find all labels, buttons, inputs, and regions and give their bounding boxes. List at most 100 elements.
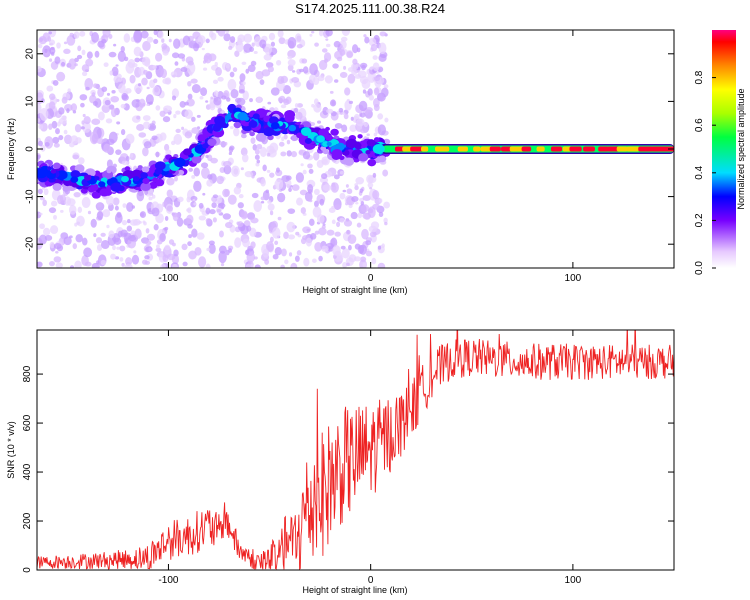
spectrogram-background-blob	[49, 93, 56, 100]
spectrogram-ridge-blob	[330, 128, 339, 136]
spectrogram-background-blob	[231, 165, 240, 177]
spectrogram-background-blob	[332, 63, 339, 69]
spectrogram-background-blob	[121, 262, 125, 267]
spectrogram-background-blob	[104, 99, 111, 106]
spectrogram-background-blob	[111, 66, 119, 77]
spectrogram-background-blob	[356, 222, 362, 228]
spectrogram-background-blob	[188, 250, 197, 260]
spectrogram-background-blob	[296, 103, 304, 108]
spectrogram-background-blob	[161, 43, 168, 50]
spectrogram-background-blob	[216, 209, 222, 213]
spectrogram-background-blob	[42, 199, 48, 207]
spectrogram-background-blob	[312, 77, 320, 86]
spectrogram-background-blob	[166, 177, 175, 186]
spectrogram-background-blob	[341, 248, 350, 259]
spectrogram-background-blob	[91, 92, 96, 97]
spectrogram-background-blob	[333, 40, 341, 48]
spectrogram-background-blob	[308, 199, 313, 203]
spectrogram-background-blob	[168, 38, 172, 43]
spectrogram-background-blob	[346, 51, 353, 58]
spectrogram-background-blob	[177, 53, 186, 59]
spectrogram-background-blob	[235, 40, 244, 53]
spectrogram-background-blob	[346, 98, 350, 102]
spectrogram-background-blob	[249, 46, 254, 52]
spectrogram-background-blob	[44, 141, 50, 147]
spectrogram-background-blob	[277, 30, 284, 38]
spectrogram-ridge-blob	[326, 141, 332, 147]
spectrogram-background-blob	[256, 159, 261, 164]
spectrogram-background-blob	[382, 169, 389, 177]
spectrogram-background-blob	[74, 222, 78, 227]
spectrogram-background-blob	[157, 30, 164, 39]
spectrogram-background-blob	[121, 92, 128, 100]
spectrogram-background-blob	[127, 234, 137, 242]
spectrogram-ridge-blob	[237, 112, 248, 121]
spectrogram-background-blob	[181, 243, 188, 251]
spectrogram-background-blob	[142, 40, 151, 52]
spectrogram-background-blob	[55, 262, 63, 268]
spectrogram-ridge-blob	[177, 169, 185, 176]
spectrogram-ridge-blob	[155, 178, 165, 187]
spectrogram-background-blob	[105, 118, 113, 124]
spectrogram-background-blob	[329, 90, 334, 94]
spectrogram-background-blob	[184, 101, 189, 106]
spectrogram-background-blob	[366, 133, 370, 137]
spectrogram-background-blob	[203, 67, 208, 71]
spectrogram-background-blob	[63, 48, 71, 55]
spectrogram-background-blob	[148, 196, 153, 201]
spectrogram-background-blob	[142, 220, 146, 224]
spectrogram-ridge-blob	[98, 181, 106, 188]
spectrogram-background-blob	[291, 265, 296, 268]
spectrogram-background-blob	[244, 171, 254, 178]
spectrogram-band-core	[638, 146, 654, 152]
spectrogram-ridge-blob	[233, 121, 242, 129]
spectrogram-background-blob	[196, 232, 205, 240]
spectrogram-background-blob	[254, 154, 260, 160]
spectrogram-background-blob	[58, 107, 65, 115]
spectrogram-background-blob	[238, 89, 245, 94]
spectrogram-background-blob	[80, 126, 85, 130]
spectrogram-ridge-blob	[124, 166, 131, 171]
spectrogram-background-blob	[48, 207, 57, 214]
spectrogram-ridge-blob	[70, 176, 79, 183]
spectrogram-background-blob	[212, 217, 217, 223]
spectrogram-background-blob	[299, 189, 308, 196]
spectrogram-background-blob	[384, 221, 388, 226]
spectrogram-background-blob	[378, 42, 387, 55]
spectrogram-background-blob	[95, 237, 103, 244]
spectrogram-background-blob	[174, 176, 178, 182]
spectrogram-background-blob	[83, 116, 91, 125]
spectrogram-ridge-blob	[84, 174, 92, 181]
spectrogram-background-blob	[321, 48, 328, 53]
spectrogram-background-blob	[325, 43, 331, 48]
spectrogram-background-blob	[177, 196, 184, 203]
colorbar-gradient	[712, 30, 736, 268]
spectrogram-background-blob	[89, 131, 99, 145]
spectrogram-background-blob	[216, 175, 224, 185]
spectrogram-background-blob	[355, 202, 359, 205]
spectrogram-background-blob	[277, 192, 286, 203]
spectrogram-background-blob	[113, 75, 120, 83]
spectrogram-background-blob	[53, 256, 62, 263]
spectrogram-background-blob	[334, 204, 342, 210]
spectrogram-background-blob	[58, 117, 67, 125]
spectrogram-ytick-label: 0	[25, 146, 36, 152]
spectrogram-background-blob	[296, 250, 302, 256]
spectrogram-background-blob	[265, 189, 270, 194]
spectrogram-background-blob	[357, 212, 363, 219]
spectrogram-background-blob	[369, 187, 373, 190]
spectrogram-background-blob	[260, 196, 266, 201]
spectrogram-background-blob	[267, 203, 275, 211]
spectrogram-background-blob	[113, 43, 117, 47]
spectrogram-band-core	[521, 146, 532, 152]
spectrogram-background-blob	[347, 234, 357, 244]
spectrogram-background-blob	[225, 249, 230, 256]
spectrogram-background-blob	[97, 111, 105, 121]
spectrogram-background-blob	[171, 52, 180, 59]
spectrogram-background-blob	[383, 201, 391, 209]
spectrogram-background-blob	[103, 62, 109, 68]
spectrogram-background-blob	[302, 169, 307, 175]
spectrogram-background-blob	[100, 239, 110, 250]
spectrogram-background-blob	[53, 142, 60, 148]
spectrogram-background-blob	[352, 58, 358, 65]
